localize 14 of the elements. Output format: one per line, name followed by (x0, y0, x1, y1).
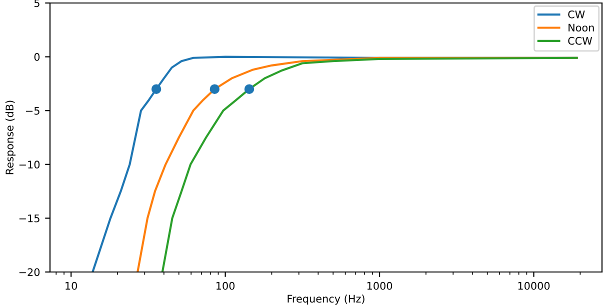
y-tick-label: −10 (19, 160, 40, 169)
x-tick-label: 1000 (367, 282, 392, 290)
y-axis-title: Response (dB) (5, 100, 16, 174)
x-tick-label: 10000 (518, 282, 550, 290)
x-tick-label: 100 (216, 282, 235, 290)
y-tick-label: 0 (34, 53, 40, 61)
legend-label: CCW (568, 36, 592, 45)
y-tick-label: −15 (19, 214, 40, 222)
y-tick-label: −5 (26, 106, 40, 115)
x-axis-title: Frequency (Hz) (288, 294, 364, 305)
legend-label: CW (568, 10, 585, 18)
legend-label: Noon (568, 24, 594, 32)
y-tick-label: −20 (19, 268, 40, 276)
x-tick-label: 10 (66, 282, 78, 290)
